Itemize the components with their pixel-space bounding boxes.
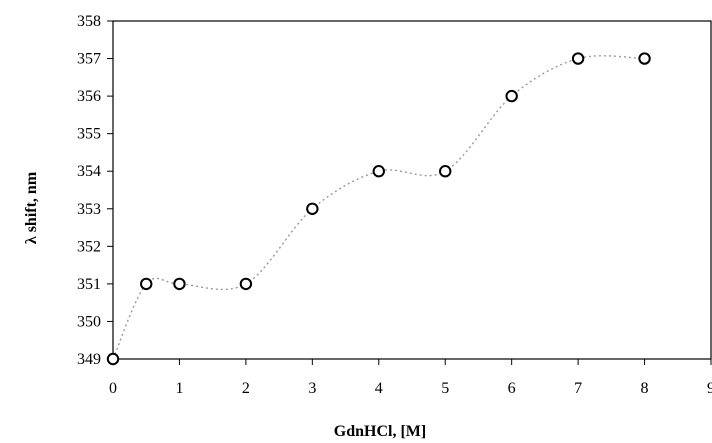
- y-tick-label: 352: [77, 238, 101, 255]
- data-point: [140, 277, 153, 291]
- x-axis-title: GdnHCl, [M]: [334, 423, 426, 440]
- data-point: [439, 165, 452, 178]
- plot-border: [112, 20, 712, 360]
- data-point: [306, 202, 319, 215]
- x-tick-label: 3: [308, 380, 316, 397]
- y-axis-title: λ shift, nm: [23, 171, 40, 244]
- y-tick-label: 351: [77, 276, 101, 293]
- x-tick-label: 8: [641, 380, 649, 397]
- y-tick-label: 358: [77, 13, 101, 30]
- data-point: [173, 277, 186, 291]
- data-point: [239, 277, 253, 291]
- x-tick-label: 5: [441, 380, 449, 397]
- x-tick-label: 2: [242, 380, 250, 397]
- y-tick-label: 357: [77, 51, 101, 68]
- y-tick-label: 349: [77, 351, 101, 368]
- y-axis: 349 350 351 352 353 354 355 356 357 358: [77, 13, 113, 368]
- y-tick-label: 356: [77, 88, 101, 105]
- x-tick-label: 0: [109, 380, 117, 397]
- data-point: [372, 165, 385, 178]
- data-point: [638, 52, 651, 65]
- data-point: [106, 352, 120, 366]
- data-point: [571, 52, 585, 65]
- x-tick-label: 1: [175, 380, 183, 397]
- data-point: [505, 89, 518, 103]
- x-axis: 0 1 2 3 4 5 6 7 8 9: [109, 359, 712, 397]
- y-tick-label: 353: [77, 201, 101, 218]
- x-tick-label: 9: [707, 380, 712, 397]
- x-tick-label: 4: [375, 380, 383, 397]
- y-tick-label: 355: [77, 126, 101, 143]
- y-tick-label: 354: [77, 163, 101, 180]
- trendline-curve: [112, 55, 645, 360]
- trendline: [112, 55, 645, 360]
- y-tick-label: 350: [77, 313, 101, 330]
- data-points: [106, 52, 651, 366]
- x-tick-label: 7: [574, 380, 582, 397]
- x-tick-label: 6: [508, 380, 516, 397]
- plot-frame: [112, 20, 712, 360]
